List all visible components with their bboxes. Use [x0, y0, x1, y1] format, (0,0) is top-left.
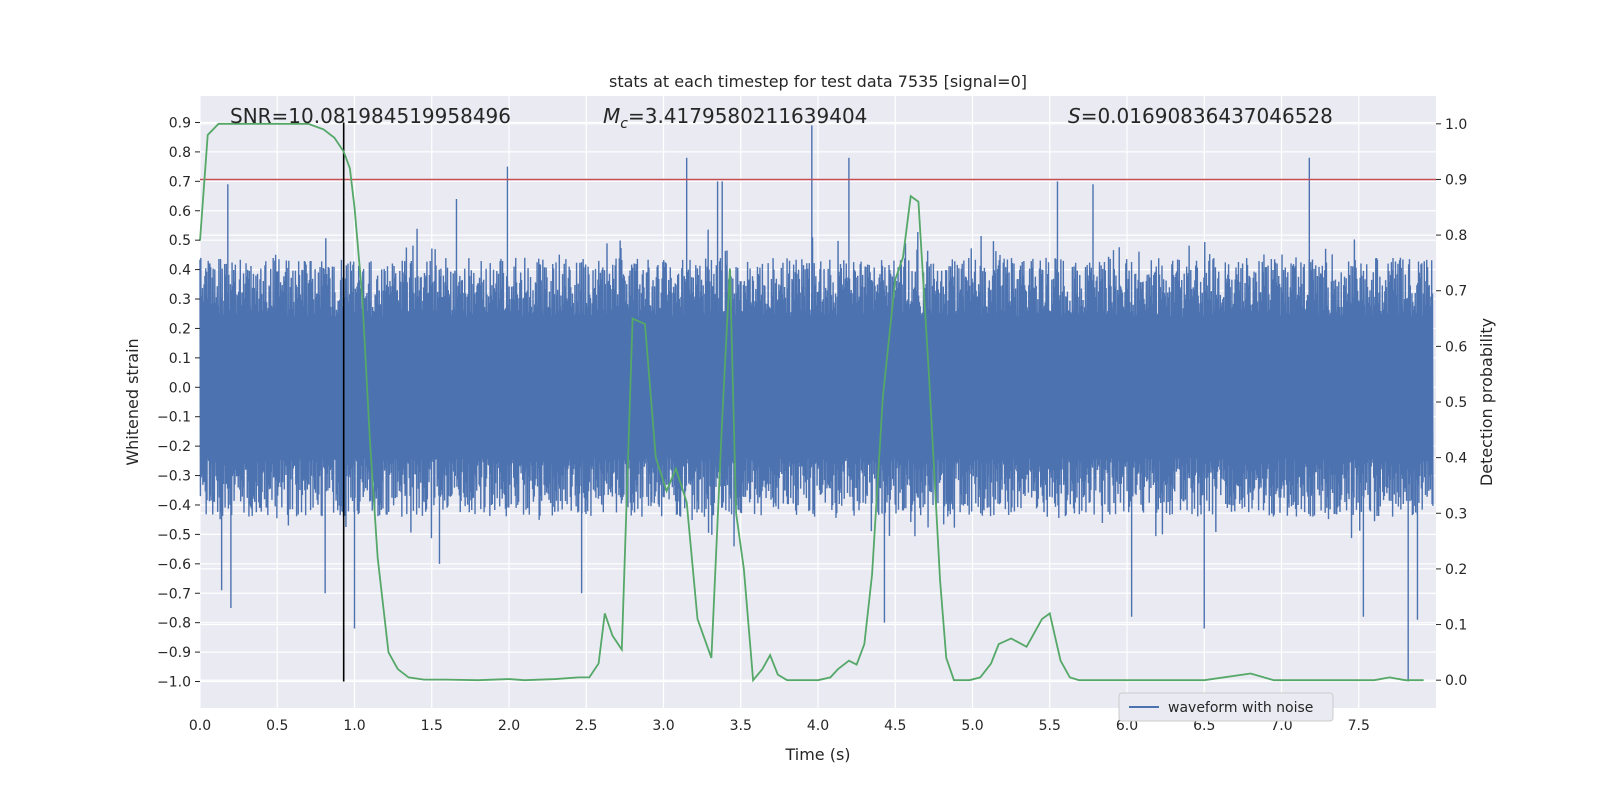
x-axis-label: Time (s): [784, 745, 850, 764]
y-left-tick-label: 0.1: [169, 351, 191, 367]
x-tick-label: 6.0: [1116, 718, 1138, 734]
x-tick-label: 1.0: [343, 718, 365, 734]
x-tick-label: 7.0: [1270, 718, 1292, 734]
x-tick-label: 4.5: [884, 718, 906, 734]
x-tick-label: 7.5: [1348, 718, 1370, 734]
x-tick-label: 6.5: [1193, 718, 1215, 734]
y-left-tick-label: 0.4: [169, 263, 191, 279]
x-tick-label: 5.0: [961, 718, 983, 734]
legend: waveform with noise: [1118, 692, 1334, 722]
x-tick-label: 2.5: [575, 718, 597, 734]
y-right-tick-label: 0.0: [1445, 673, 1467, 689]
y-left-tick-label: −0.3: [157, 469, 191, 485]
y-right-tick-label: 0.4: [1445, 451, 1467, 467]
waveform-line: [199, 228, 1434, 547]
mc-annotation: Mc=3.4179580211639404: [603, 104, 867, 132]
x-tick-label: 5.5: [1039, 718, 1061, 734]
mc-subscript: c: [620, 116, 628, 132]
y-right-tick-label: 0.8: [1445, 228, 1467, 244]
y-left-tick-label: −0.6: [157, 557, 191, 573]
y-axis-label-left: Whitened strain: [123, 338, 142, 465]
y-left-tick-label: −0.8: [157, 616, 191, 632]
waveform-series: [199, 125, 1434, 682]
x-tick-label: 3.5: [730, 718, 752, 734]
y-axis-label-right: Detection probability: [1477, 318, 1496, 486]
y-left-tick-labels: −1.0 −0.9 −0.8 −0.7 −0.6 −0.5 −0.4 −0.3 −0.2 −0.1…: [157, 115, 200, 691]
y-left-tick-label: 0.9: [169, 115, 191, 131]
y-left-tick-label: −0.7: [157, 586, 191, 602]
x-tick-label: 2.0: [498, 718, 520, 734]
x-tick-label: 1.5: [421, 718, 443, 734]
y-left-tick-label: −0.2: [157, 439, 191, 455]
y-right-tick-labels: 0.0 0.1 0.2 0.3 0.4 0.5 0.6 0.7 0.8 0.9 1.0: [1436, 117, 1467, 689]
y-right-tick-label: 1.0: [1445, 117, 1467, 133]
y-right-tick-label: 0.1: [1445, 618, 1467, 634]
y-left-tick-label: −0.5: [157, 527, 191, 543]
x-tick-label: 4.0: [807, 718, 829, 734]
y-left-tick-label: 0.3: [169, 292, 191, 308]
y-left-tick-label: 0.2: [169, 321, 191, 337]
y-right-tick-label: 0.2: [1445, 562, 1467, 578]
y-left-tick-label: −0.4: [157, 498, 191, 514]
s-symbol: S: [1068, 104, 1081, 128]
mc-symbol: M: [603, 104, 620, 128]
mc-value: =3.4179580211639404: [628, 104, 867, 128]
y-left-tick-label: 0.7: [169, 174, 191, 190]
x-tick-label: 3.0: [652, 718, 674, 734]
detection-probability-line: [199, 122, 1424, 683]
y-left-tick-label: −1.0: [157, 675, 191, 691]
y-left-tick-label: 0.5: [169, 233, 191, 249]
s-annotation: S=0.016908364370465​28: [1068, 104, 1333, 128]
y-left-tick-label: −0.1: [157, 410, 191, 426]
y-right-tick-label: 0.5: [1445, 395, 1467, 411]
y-right-tick-label: 0.6: [1445, 339, 1467, 355]
y-right-tick-label: 0.3: [1445, 506, 1467, 522]
x-tick-labels: 0.0 0.5 1.0 1.5 2.0 2.5 3.0 3.5 4.0 4.5 5.0 5.5 6.0 6…: [189, 718, 1370, 734]
y-left-tick-label: 0.8: [169, 145, 191, 161]
y-left-tick-label: −0.9: [157, 645, 191, 661]
y-right-tick-label: 0.9: [1445, 172, 1467, 188]
y-right-tick-label: 0.7: [1445, 284, 1467, 300]
snr-annotation: SNR=10.081984519958496: [230, 104, 511, 128]
overlays: [199, 122, 1436, 683]
x-tick-label: 0.5: [266, 718, 288, 734]
legend-label: waveform with noise: [1168, 700, 1313, 716]
y-left-tick-label: 0.6: [169, 204, 191, 220]
s-value: =0.016908364370465​28: [1081, 104, 1333, 128]
x-tick-label: 0.0: [189, 718, 211, 734]
y-left-tick-label: 0.0: [169, 380, 191, 396]
legend-box: [1118, 692, 1334, 722]
chart-title: stats at each timestep for test data 753…: [609, 72, 1027, 91]
